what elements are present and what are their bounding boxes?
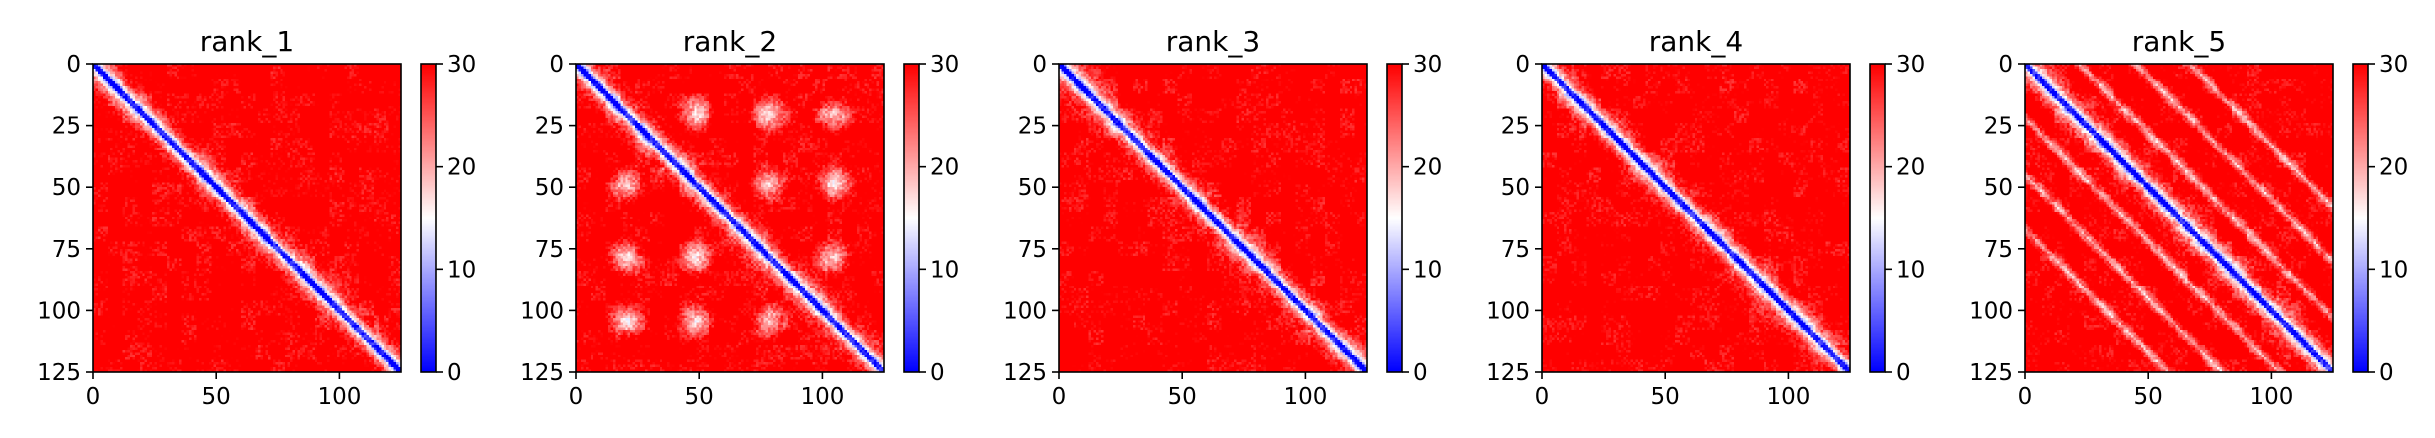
y-tick-label: 50 <box>1984 175 2013 201</box>
colorbar-frame <box>1386 63 1403 373</box>
heatmap-cells <box>1059 64 1367 372</box>
colorbar-gradient <box>2353 64 2368 372</box>
colorbar-tick-label: 20 <box>1413 155 1442 181</box>
y-tick-label: 75 <box>52 237 81 263</box>
y-tick-label: 100 <box>520 298 564 324</box>
colorbar-tick-label: 30 <box>1896 52 1925 78</box>
y-tick-label: 0 <box>66 52 81 78</box>
y-tick-label: 125 <box>520 360 564 386</box>
colorbar-tick-label: 0 <box>2379 360 2394 386</box>
x-tick-label: 50 <box>2134 384 2163 410</box>
y-tick-label: 25 <box>1018 114 1047 140</box>
panel-title: rank_3 <box>1166 25 1260 58</box>
colorbar-tick-label: 20 <box>2379 155 2408 181</box>
colorbar-tick-label: 20 <box>930 155 959 181</box>
colorbar-tick-label: 30 <box>447 52 476 78</box>
colorbar-tick-label: 10 <box>2379 257 2408 283</box>
x-tick-label: 100 <box>317 384 361 410</box>
y-tick-label: 100 <box>37 298 81 324</box>
x-tick-label: 0 <box>569 384 584 410</box>
x-tick-label: 50 <box>1651 384 1680 410</box>
colorbar-tick-label: 0 <box>1413 360 1428 386</box>
y-tick-label: 75 <box>535 237 564 263</box>
x-tick-label: 100 <box>2249 384 2293 410</box>
x-tick-label: 0 <box>1535 384 1550 410</box>
heatmap-cells <box>2025 64 2333 372</box>
colorbar-frame <box>1869 63 1886 373</box>
colorbar-tick-label: 30 <box>1413 52 1442 78</box>
heatmap-cells <box>576 64 884 372</box>
y-tick-label: 50 <box>1501 175 1530 201</box>
y-tick-label: 25 <box>1501 114 1530 140</box>
y-tick-label: 0 <box>549 52 564 78</box>
y-tick-label: 125 <box>37 360 81 386</box>
y-tick-label: 50 <box>52 175 81 201</box>
y-tick-label: 0 <box>1515 52 1530 78</box>
colorbar-tick-label: 0 <box>1896 360 1911 386</box>
x-tick-label: 50 <box>202 384 231 410</box>
x-tick-label: 0 <box>1052 384 1067 410</box>
x-tick-label: 50 <box>685 384 714 410</box>
colorbar-gradient <box>1870 64 1885 372</box>
heatmap-frame <box>92 63 402 373</box>
colorbar-gradient <box>904 64 919 372</box>
y-tick-label: 0 <box>1998 52 2013 78</box>
colorbar-tick-label: 0 <box>447 360 462 386</box>
y-tick-label: 100 <box>1003 298 1047 324</box>
colorbar-gradient <box>1387 64 1402 372</box>
colorbar-tick-label: 0 <box>930 360 945 386</box>
colorbar-frame <box>903 63 920 373</box>
y-tick-label: 0 <box>1032 52 1047 78</box>
y-tick-label: 25 <box>1984 114 2013 140</box>
y-tick-label: 25 <box>535 114 564 140</box>
y-tick-label: 125 <box>1486 360 1530 386</box>
heatmap-cells <box>93 64 401 372</box>
heatmap-frame <box>2024 63 2334 373</box>
x-tick-label: 50 <box>1168 384 1197 410</box>
panel-title: rank_5 <box>2132 25 2226 58</box>
colorbar-tick-label: 10 <box>930 257 959 283</box>
y-tick-label: 75 <box>1018 237 1047 263</box>
colorbar-tick-label: 10 <box>1896 257 1925 283</box>
colorbar-frame <box>2352 63 2369 373</box>
heatmap-cells <box>1542 64 1850 372</box>
y-tick-label: 100 <box>1969 298 2013 324</box>
y-tick-label: 75 <box>1984 237 2013 263</box>
colorbar-tick-label: 20 <box>447 155 476 181</box>
y-tick-label: 75 <box>1501 237 1530 263</box>
y-tick-label: 50 <box>535 175 564 201</box>
x-tick-label: 0 <box>86 384 101 410</box>
colorbar-frame <box>420 63 437 373</box>
colorbar-tick-label: 20 <box>1896 155 1925 181</box>
y-tick-label: 25 <box>52 114 81 140</box>
colorbar-tick-label: 30 <box>930 52 959 78</box>
heatmap-frame <box>575 63 885 373</box>
panel-title: rank_1 <box>200 25 294 58</box>
panel-title: rank_4 <box>1649 25 1743 58</box>
y-tick-label: 125 <box>1969 360 2013 386</box>
heatmap-frame <box>1541 63 1851 373</box>
colorbar-gradient <box>421 64 436 372</box>
heatmap-frame <box>1058 63 1368 373</box>
colorbar-tick-label: 10 <box>1413 257 1442 283</box>
colorbar-tick-label: 30 <box>2379 52 2408 78</box>
x-tick-label: 0 <box>2018 384 2033 410</box>
y-tick-label: 50 <box>1018 175 1047 201</box>
panel-title: rank_2 <box>683 25 777 58</box>
y-tick-label: 100 <box>1486 298 1530 324</box>
x-tick-label: 100 <box>1766 384 1810 410</box>
y-tick-label: 125 <box>1003 360 1047 386</box>
colorbar-tick-label: 10 <box>447 257 476 283</box>
x-tick-label: 100 <box>1283 384 1327 410</box>
x-tick-label: 100 <box>800 384 844 410</box>
